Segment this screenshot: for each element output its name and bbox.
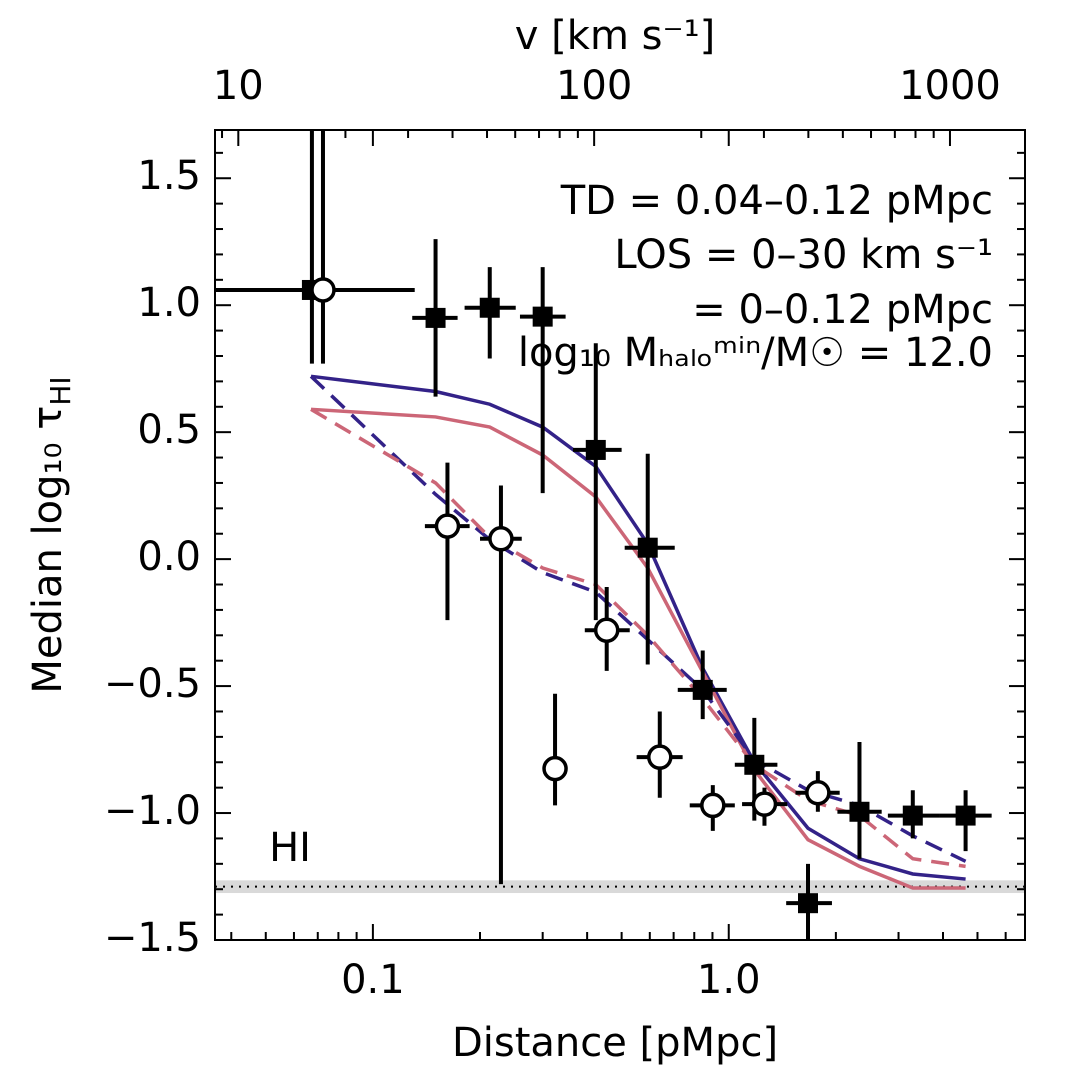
y-axis-label: Median log₁₀ τHI <box>25 376 77 693</box>
y-tick-label: 0.0 <box>137 534 201 580</box>
x2-tick-label: 100 <box>556 63 632 109</box>
square-marker <box>637 537 658 558</box>
x-tick-label: 1.0 <box>697 957 761 1003</box>
square-marker <box>585 439 606 460</box>
square-marker <box>955 805 976 826</box>
limit-band <box>215 880 1025 894</box>
model-line <box>310 407 966 869</box>
plot-frame <box>214 129 1026 941</box>
circle-marker <box>542 755 568 782</box>
plot-area <box>215 130 1025 940</box>
circle-marker <box>434 513 461 539</box>
x2-tick-label: 10 <box>213 63 264 109</box>
square-marker <box>425 307 446 328</box>
circle-marker <box>488 526 514 552</box>
annotation: LOS = 0–30 km s⁻¹ <box>614 232 993 278</box>
x2-tick-label: 1000 <box>899 63 1001 109</box>
circle-marker <box>310 277 336 303</box>
circle-marker <box>805 779 831 806</box>
annotation: TD = 0.04–0.12 pMpc <box>560 178 993 224</box>
species-label: HI <box>269 825 311 871</box>
circle-marker <box>700 792 726 819</box>
square-marker <box>849 801 870 822</box>
square-marker <box>744 754 765 775</box>
x-tick-label: 0.1 <box>341 957 405 1003</box>
y-label-main: Median log₁₀ τ <box>25 406 71 694</box>
y-tick-label: 0.5 <box>137 407 201 453</box>
annotation: = 0–0.12 pMpc <box>692 287 993 333</box>
model-line <box>310 407 966 890</box>
y-tick-label: 1.5 <box>137 153 201 199</box>
x-axis-label: Distance [pMpc] <box>452 1020 778 1066</box>
square-marker <box>532 306 553 327</box>
y-tick-label: −0.5 <box>104 661 201 707</box>
model-line <box>310 374 966 881</box>
circle-marker <box>751 791 778 817</box>
x2-axis-label: v [km s⁻¹] <box>515 13 715 59</box>
square-marker <box>902 805 923 826</box>
square-marker <box>479 297 500 318</box>
y-label-sub: HI <box>44 376 77 405</box>
model-line <box>309 375 967 863</box>
annotation: log₁₀ Mₕₐₗₒᵐⁱⁿ/M☉ = 12.0 <box>518 330 993 376</box>
circle-marker <box>647 744 673 770</box>
square-marker <box>692 679 713 700</box>
y-tick-label: −1.5 <box>104 915 201 961</box>
square-marker <box>798 893 819 914</box>
y-tick-label: 1.0 <box>137 280 201 326</box>
circle-marker <box>593 617 620 643</box>
y-tick-label: −1.0 <box>104 788 201 834</box>
axes: 0.1 1.0 10 100 1000 −1.5 −1.0 −0.5 0.0 0.5 1.0 1.5 <box>104 63 1025 1003</box>
